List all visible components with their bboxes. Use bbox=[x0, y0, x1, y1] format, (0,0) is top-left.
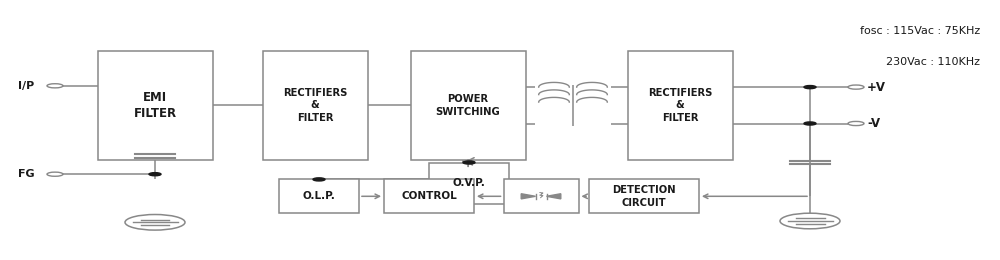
Text: -V: -V bbox=[867, 117, 880, 130]
Text: CONTROL: CONTROL bbox=[401, 191, 457, 201]
Circle shape bbox=[804, 86, 816, 89]
Text: POWER
SWITCHING: POWER SWITCHING bbox=[436, 94, 500, 117]
Circle shape bbox=[848, 121, 864, 126]
Circle shape bbox=[149, 173, 161, 176]
Circle shape bbox=[463, 161, 475, 164]
Circle shape bbox=[313, 178, 325, 181]
Text: 230Vac : 110KHz: 230Vac : 110KHz bbox=[886, 57, 980, 67]
Circle shape bbox=[47, 172, 63, 176]
FancyBboxPatch shape bbox=[628, 51, 732, 160]
FancyBboxPatch shape bbox=[98, 51, 213, 160]
Text: RECTIFIERS
&
FILTER: RECTIFIERS & FILTER bbox=[283, 88, 347, 123]
Polygon shape bbox=[521, 194, 536, 199]
Polygon shape bbox=[546, 194, 561, 199]
FancyBboxPatch shape bbox=[411, 51, 526, 160]
FancyBboxPatch shape bbox=[429, 162, 509, 204]
Text: +V: +V bbox=[867, 81, 886, 94]
Text: EMI
FILTER: EMI FILTER bbox=[133, 90, 177, 120]
Text: RECTIFIERS
&
FILTER: RECTIFIERS & FILTER bbox=[648, 88, 712, 123]
Text: fosc : 115Vac : 75KHz: fosc : 115Vac : 75KHz bbox=[860, 26, 980, 36]
FancyBboxPatch shape bbox=[384, 179, 474, 213]
FancyBboxPatch shape bbox=[504, 179, 578, 213]
Text: DETECTION
CIRCUIT: DETECTION CIRCUIT bbox=[612, 185, 676, 208]
Text: O.L.P.: O.L.P. bbox=[303, 191, 335, 201]
Text: FG: FG bbox=[18, 169, 35, 179]
Text: I/P: I/P bbox=[18, 81, 34, 91]
FancyBboxPatch shape bbox=[589, 179, 699, 213]
Circle shape bbox=[848, 85, 864, 89]
Text: O.V.P.: O.V.P. bbox=[453, 178, 485, 188]
FancyBboxPatch shape bbox=[279, 179, 359, 213]
Circle shape bbox=[125, 214, 185, 230]
Circle shape bbox=[780, 213, 840, 229]
Circle shape bbox=[47, 84, 63, 88]
FancyBboxPatch shape bbox=[262, 51, 368, 160]
Circle shape bbox=[804, 122, 816, 125]
